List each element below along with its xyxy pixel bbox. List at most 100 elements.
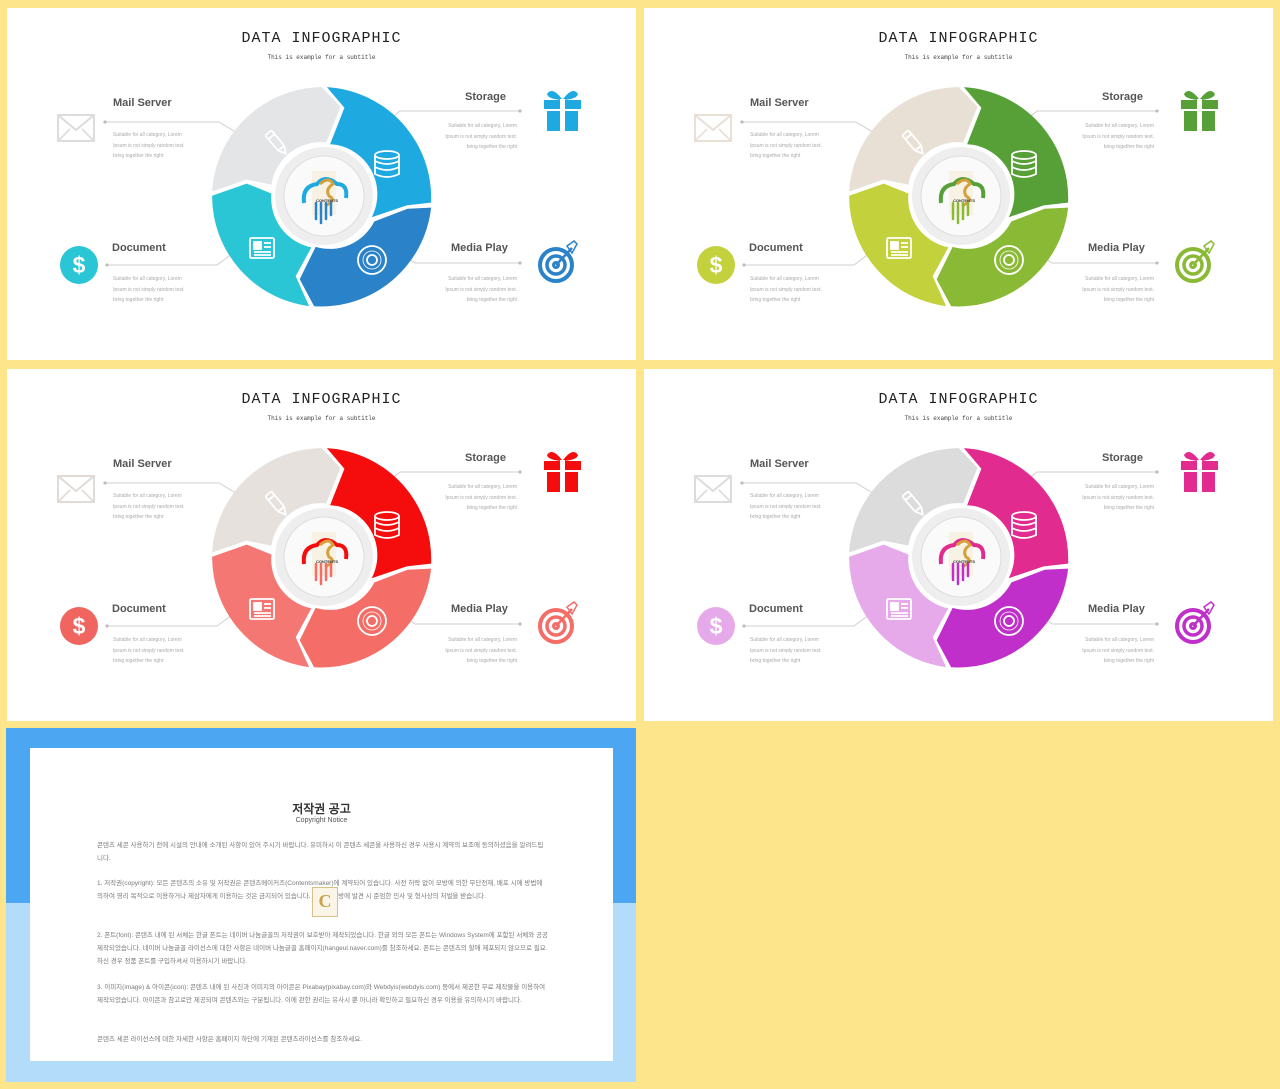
envelope-icon bbox=[694, 475, 732, 503]
svg-text:CONTENTS: CONTENTS bbox=[316, 198, 338, 203]
label-media-play: Media Play bbox=[451, 242, 508, 254]
label-mail-server: Mail Server bbox=[113, 458, 172, 470]
description-document: Suitable for all category, Lorem Ipsum is… bbox=[750, 637, 822, 664]
envelope-icon bbox=[57, 475, 95, 503]
disc-icon bbox=[994, 606, 1024, 636]
contents-logo: CONTENTS bbox=[301, 171, 349, 225]
slide-subtitle: This is example for a subtitle bbox=[904, 415, 1013, 422]
description-storage: Suitable for all category, Lorem Ipsum is… bbox=[445, 123, 517, 150]
disc-icon bbox=[994, 245, 1024, 275]
description-storage: Suitable for all category, Lorem Ipsum is… bbox=[1082, 484, 1154, 511]
description-mail: Suitable for all category, Lorem Ipsum is… bbox=[750, 493, 822, 520]
database-icon bbox=[1011, 511, 1037, 539]
dollar-icon: $ bbox=[60, 607, 98, 645]
infographic-graphic: CONTENTS bbox=[694, 87, 1218, 307]
description-media: Suitable for all category, Lorem Ipsum is… bbox=[445, 637, 517, 664]
description-storage: Suitable for all category, Lorem Ipsum is… bbox=[445, 484, 517, 511]
slide-subtitle: This is example for a subtitle bbox=[904, 54, 1013, 61]
label-mail-server: Mail Server bbox=[750, 458, 809, 470]
svg-text:$: $ bbox=[73, 252, 86, 278]
notice-paragraph-image: 3. 이미지(image) & 아이콘(icon): 콘텐츠 내에 된 사진과 … bbox=[97, 984, 546, 1004]
segment-mail bbox=[212, 448, 341, 553]
copyright-notice-slide[interactable]: 저작권 공고 Copyright Notice 콘텐츠 세콘 사용하기 전에 시… bbox=[6, 728, 636, 1082]
svg-text:$: $ bbox=[73, 613, 86, 639]
disc-icon bbox=[357, 606, 387, 636]
segment-icons bbox=[886, 490, 1037, 636]
notice-title: 저작권 공고 bbox=[292, 802, 351, 816]
description-storage: Suitable for all category, Lorem Ipsum is… bbox=[1082, 123, 1154, 150]
slide-title: DATA INFOGRAPHIC bbox=[878, 391, 1039, 408]
slide-title: DATA INFOGRAPHIC bbox=[878, 30, 1039, 47]
description-document: Suitable for all category, Lorem Ipsum is… bbox=[113, 276, 185, 303]
gift-icon bbox=[1181, 451, 1218, 492]
svg-text:CONTENTS: CONTENTS bbox=[316, 559, 338, 564]
label-document: Document bbox=[749, 242, 803, 254]
target-icon bbox=[1175, 601, 1215, 644]
dollar-icon: $ bbox=[697, 607, 735, 645]
dollar-icon: $ bbox=[60, 246, 98, 284]
contents-logo-mark: C bbox=[312, 887, 338, 917]
svg-text:CONTENTS: CONTENTS bbox=[953, 198, 975, 203]
database-icon bbox=[1011, 150, 1037, 178]
segment-icons bbox=[249, 129, 400, 275]
infographic-slide-green[interactable]: CONTENTS bbox=[644, 8, 1273, 360]
slide-subtitle: This is example for a subtitle bbox=[267, 415, 376, 422]
newspaper-icon bbox=[886, 237, 912, 259]
pencil-icon bbox=[264, 129, 287, 155]
target-icon bbox=[1175, 240, 1215, 283]
label-media-play: Media Play bbox=[1088, 242, 1145, 254]
notice-paragraph-intro: 콘텐츠 세콘 사용하기 전에 시설의 안내에 소개된 사항이 있어 주시기 바랍… bbox=[97, 842, 544, 862]
contents-logo: CONTENTS bbox=[938, 171, 986, 225]
database-icon bbox=[374, 150, 400, 178]
label-storage: Storage bbox=[1102, 452, 1143, 464]
notice-subtitle: Copyright Notice bbox=[295, 817, 348, 824]
dollar-icon: $ bbox=[697, 246, 735, 284]
svg-text:$: $ bbox=[710, 613, 723, 639]
database-icon bbox=[374, 511, 400, 539]
gift-icon bbox=[544, 90, 581, 131]
description-mail: Suitable for all category, Lorem Ipsum is… bbox=[750, 132, 822, 159]
description-media: Suitable for all category, Lorem Ipsum is… bbox=[445, 276, 517, 303]
segment-mail bbox=[849, 448, 978, 553]
gift-icon bbox=[544, 451, 581, 492]
svg-text:CONTENTS: CONTENTS bbox=[953, 559, 975, 564]
segment-media bbox=[299, 207, 432, 307]
contents-logo: CONTENTS bbox=[301, 532, 349, 586]
description-mail: Suitable for all category, Lorem Ipsum is… bbox=[113, 493, 185, 520]
disc-icon bbox=[357, 245, 387, 275]
segment-mail bbox=[212, 87, 341, 192]
slide-title: DATA INFOGRAPHIC bbox=[241, 30, 402, 47]
label-document: Document bbox=[112, 242, 166, 254]
label-storage: Storage bbox=[465, 91, 506, 103]
infographic-slide-pink[interactable]: CONTENTS bbox=[644, 369, 1273, 721]
label-document: Document bbox=[749, 603, 803, 615]
infographic-slide-blue[interactable]: CONTENTS bbox=[7, 8, 636, 360]
segment-media bbox=[299, 568, 432, 668]
description-mail: Suitable for all category, Lorem Ipsum is… bbox=[113, 132, 185, 159]
segment-mail bbox=[849, 87, 978, 192]
notice-paragraph-font: 2. 폰트(font): 콘텐츠 내에 된 서체는 한글 폰트는 네이버 나눔글… bbox=[97, 932, 549, 965]
newspaper-icon bbox=[886, 598, 912, 620]
newspaper-icon bbox=[249, 598, 275, 620]
gift-icon bbox=[1181, 90, 1218, 131]
notice-paragraph-license: 콘텐츠 세콘 라이선스에 대한 자세한 사항은 홈페이지 하단에 기재된 콘텐츠… bbox=[97, 1036, 363, 1043]
infographic-slide-red[interactable]: CONTENTS bbox=[7, 369, 636, 721]
infographic-graphic: CONTENTS bbox=[57, 448, 581, 668]
label-mail-server: Mail Server bbox=[113, 97, 172, 109]
segment-media bbox=[936, 568, 1069, 668]
slide-title: DATA INFOGRAPHIC bbox=[241, 391, 402, 408]
target-icon bbox=[538, 240, 578, 283]
svg-text:$: $ bbox=[710, 252, 723, 278]
pencil-icon bbox=[901, 490, 924, 516]
pencil-icon bbox=[901, 129, 924, 155]
segment-media bbox=[936, 207, 1069, 307]
newspaper-icon bbox=[249, 237, 275, 259]
segment-icons bbox=[886, 129, 1037, 275]
infographic-graphic: CONTENTS bbox=[694, 448, 1218, 668]
target-icon bbox=[538, 601, 578, 644]
envelope-icon bbox=[57, 114, 95, 142]
infographic-graphic: CONTENTS bbox=[57, 87, 581, 307]
envelope-icon bbox=[694, 114, 732, 142]
segment-icons bbox=[249, 490, 400, 636]
label-media-play: Media Play bbox=[451, 603, 508, 615]
